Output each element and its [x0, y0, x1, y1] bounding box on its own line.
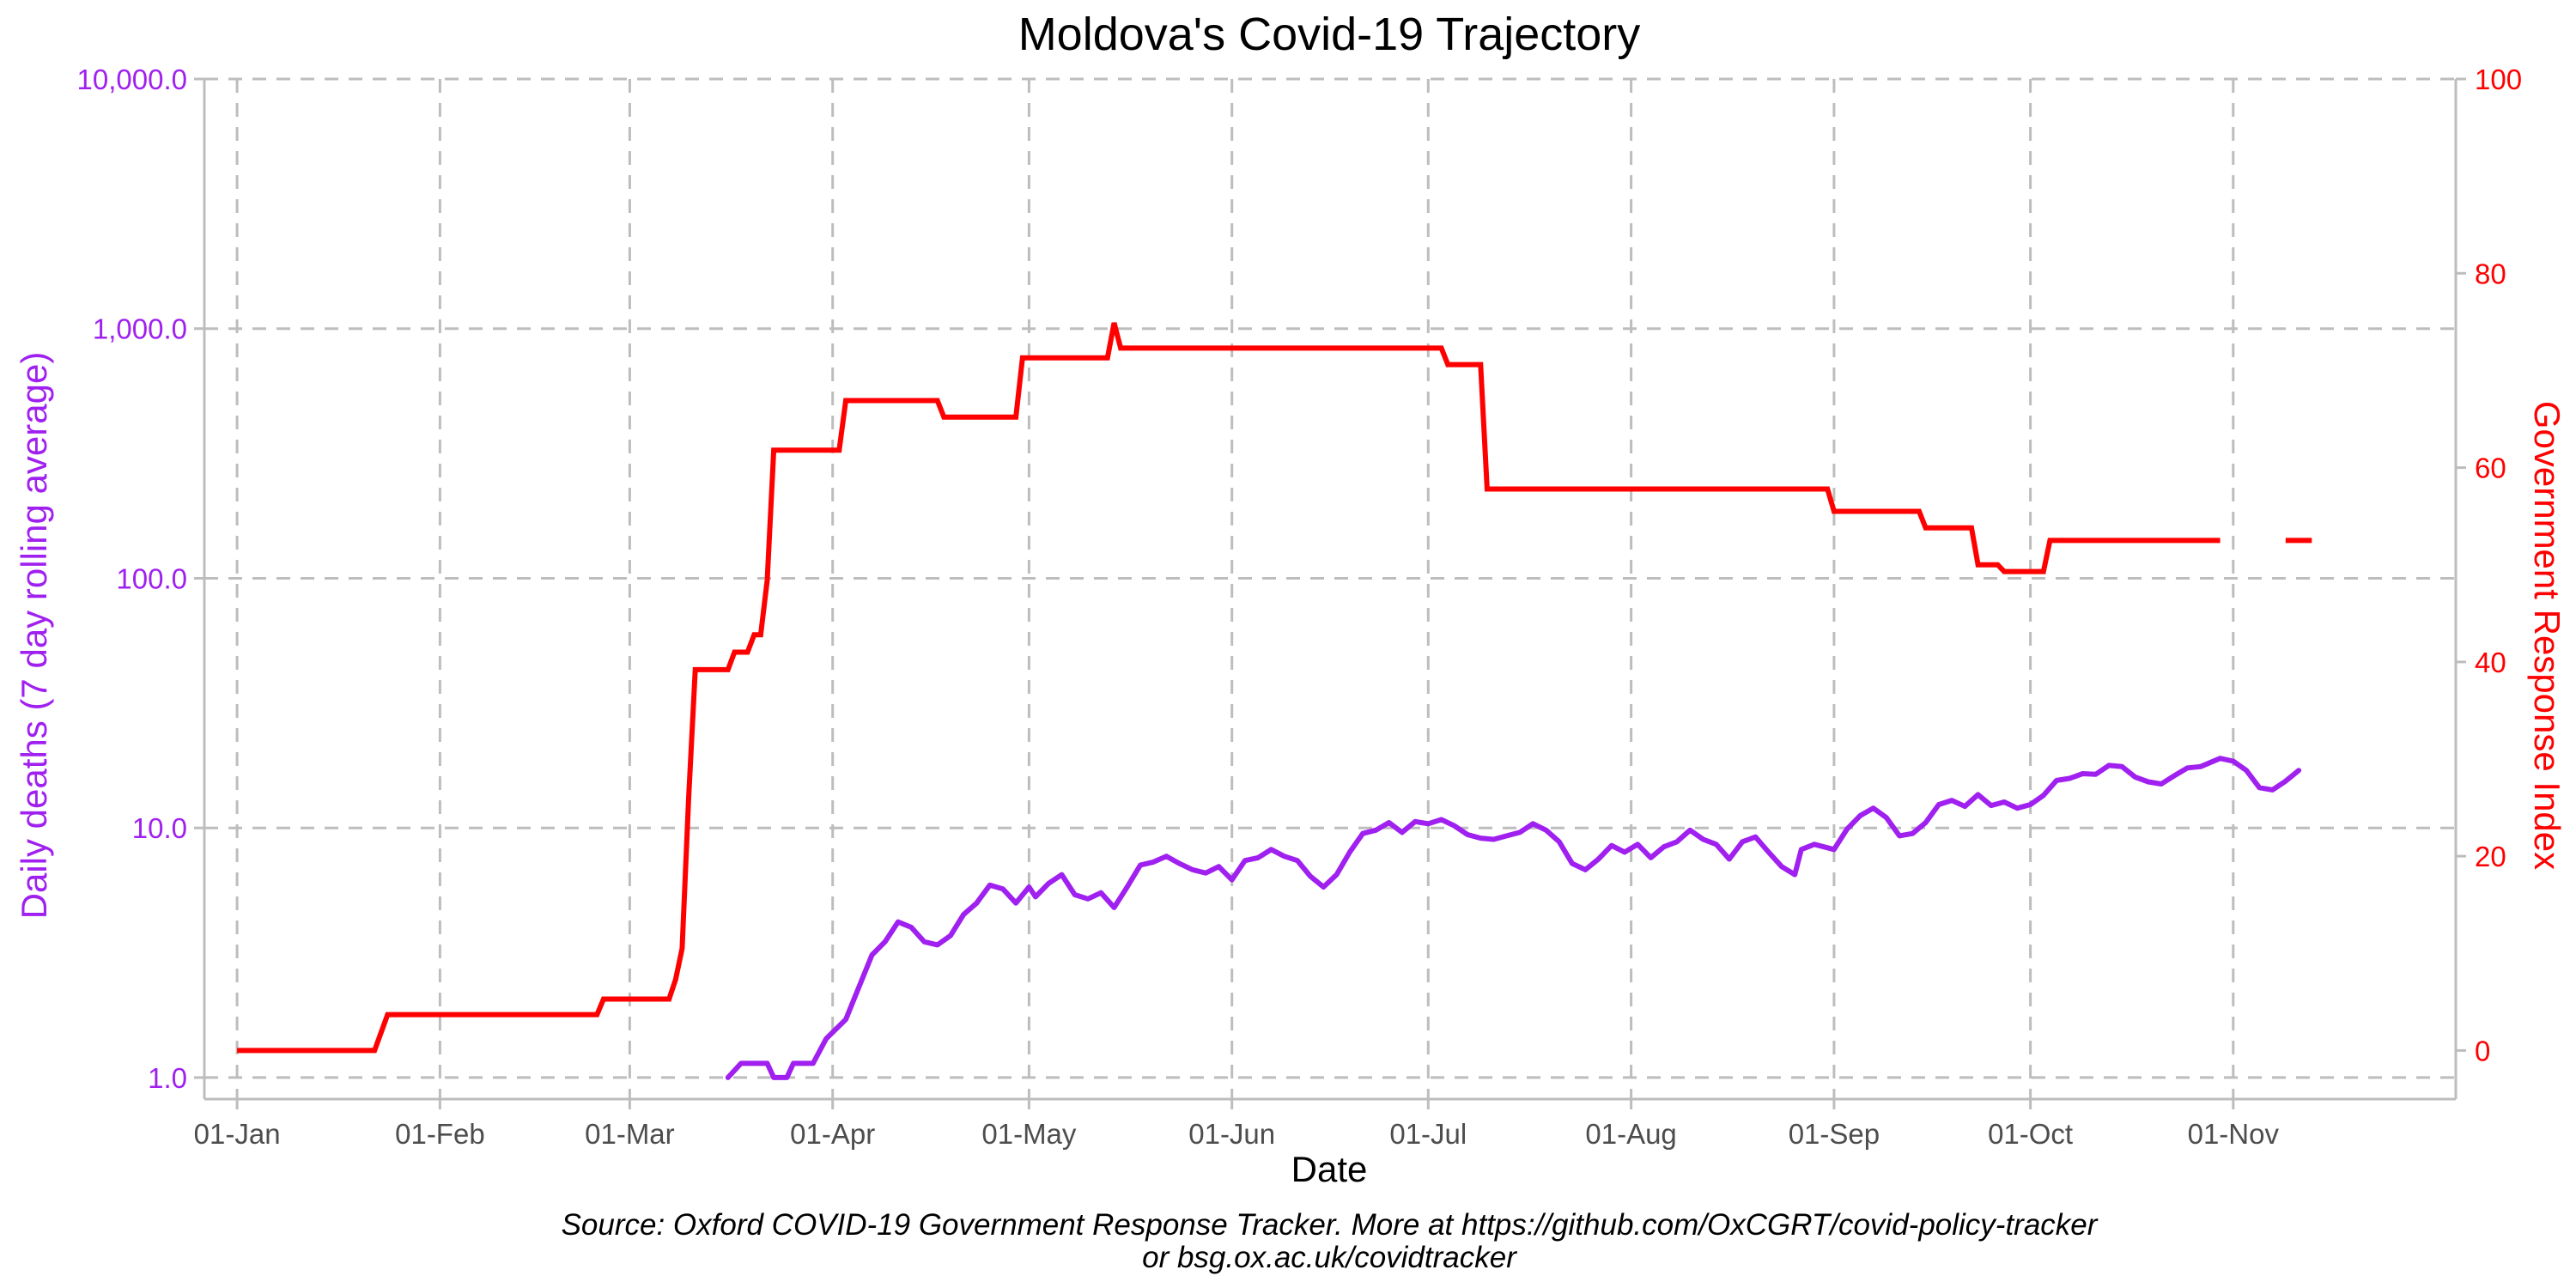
y-left-tick-label: 1,000.0: [93, 313, 187, 345]
x-tick-label: 01-Oct: [1988, 1118, 2073, 1150]
axes-layer: [203, 79, 2458, 1101]
source-note-line-2: or bsg.ox.ac.uk/covidtracker: [1142, 1241, 1517, 1274]
y-right-tick-label: 40: [2475, 647, 2506, 678]
daily-deaths-line: [725, 756, 2302, 1080]
ticks-layer: 01-Jan 01-Feb 01-Mar 01-Apr 01-May 01-Jun 01-J…: [77, 64, 2523, 1150]
x-tick-label: 01-Apr: [790, 1118, 875, 1150]
y-right-tick-label: 0: [2475, 1035, 2490, 1066]
y-left-tick-label: 1.0: [148, 1062, 187, 1094]
x-tick-label: 01-May: [981, 1118, 1077, 1150]
grid-layer: [204, 77, 2456, 1099]
x-tick-label: 01-Feb: [395, 1118, 485, 1150]
y-right-tick-label: 60: [2475, 453, 2506, 484]
chart-title: Moldova's Covid-19 Trajectory: [1018, 9, 1641, 60]
y-right-tick-label: 80: [2475, 258, 2506, 289]
x-axis-label: Date: [1291, 1149, 1368, 1189]
x-tick-label: 01-Mar: [585, 1118, 675, 1150]
y-axis-left-label: Daily deaths (7 day rolling average): [14, 352, 54, 920]
x-tick-label: 01-Jun: [1188, 1118, 1275, 1150]
y-right-tick-label: 100: [2475, 64, 2522, 95]
source-note-line-1: Source: Oxford COVID-19 Government Respo…: [562, 1208, 2099, 1242]
series-layer: [237, 322, 2312, 1080]
x-tick-label: 01-Jan: [194, 1118, 281, 1150]
y-left-tick-label: 100.0: [116, 563, 187, 595]
x-tick-label: 01-Aug: [1585, 1118, 1676, 1150]
government-response-index-line-segment-0: [237, 322, 2221, 1054]
x-tick-label: 01-Jul: [1389, 1118, 1467, 1150]
y-left-tick-label: 10,000.0: [77, 64, 187, 95]
x-tick-label: 01-Nov: [2188, 1118, 2280, 1150]
x-tick-label: 01-Sep: [1789, 1118, 1880, 1150]
y-right-tick-label: 20: [2475, 841, 2506, 872]
y-axis-right-label: Government Response Index: [2527, 401, 2567, 870]
y-left-tick-label: 10.0: [132, 812, 187, 844]
